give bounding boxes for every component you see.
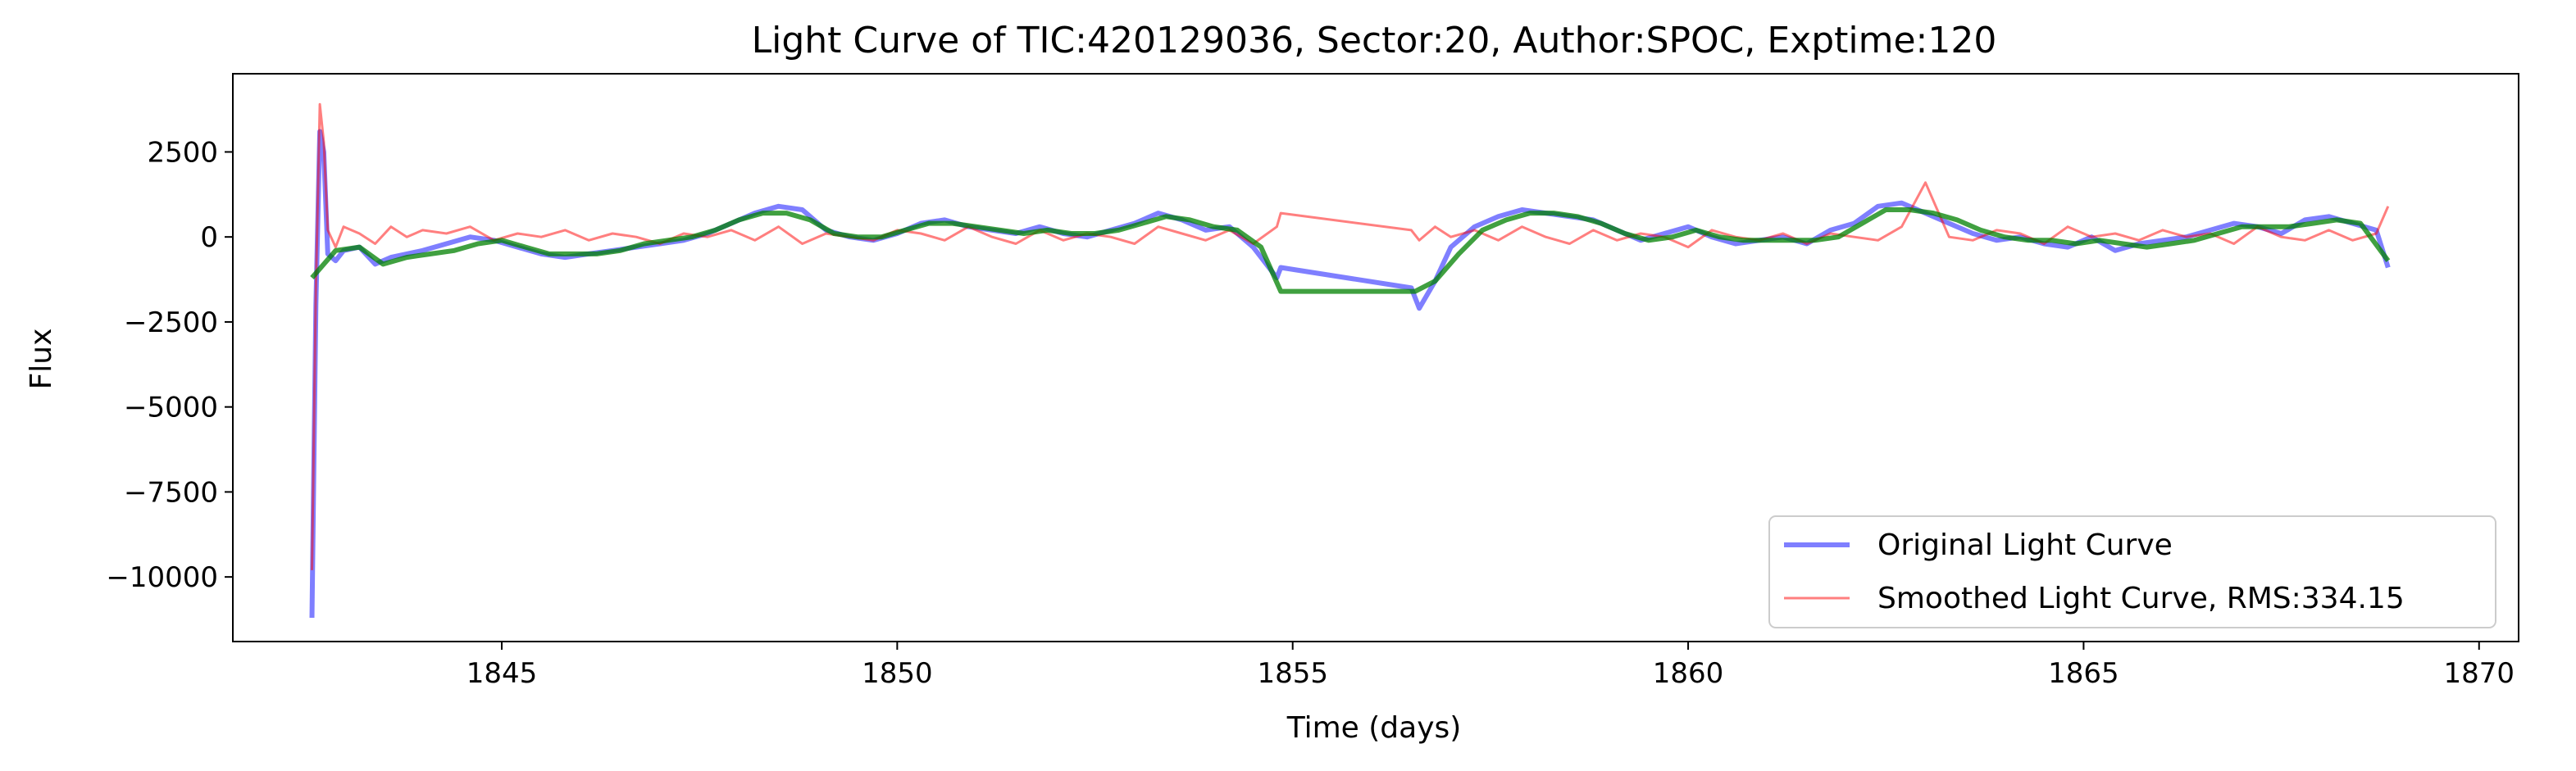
x-axis-label: Time (days) [1286, 711, 1462, 745]
legend-label-smoothed: Smoothed Light Curve, RMS:334.15 [1877, 582, 2405, 615]
series-layer [309, 102, 2391, 619]
legend-label-original: Original Light Curve [1877, 528, 2173, 562]
x-tick-label-1850: 1850 [862, 657, 933, 690]
y-tick-label-3: −5000 [124, 392, 218, 424]
chart-title: Light Curve of TIC:420129036, Sector:20,… [752, 20, 1997, 61]
x-tick-label-1865: 1865 [2048, 657, 2119, 690]
series-line-2 [310, 207, 2391, 294]
y-tick-label-4: −7500 [124, 476, 218, 509]
y-axis-label: Flux [25, 329, 58, 390]
x-tick-label-1860: 1860 [1653, 657, 1724, 690]
plot-frame [232, 73, 2519, 642]
legend: Original Light Curve Smoothed Light Curv… [1768, 515, 2496, 628]
y-tick-label-5: −10000 [106, 561, 218, 594]
x-axis: 1845 1850 1855 1860 1865 1870 [467, 642, 2515, 690]
y-tick-label-2: −2500 [124, 306, 218, 339]
x-tick-label-1855: 1855 [1257, 657, 1328, 690]
y-tick-label-1: 0 [200, 221, 218, 254]
y-axis: 2500 0 −2500 −5000 −7500 −10000 [106, 136, 233, 594]
x-tick-label-1870: 1870 [2443, 657, 2515, 690]
legend-box [1768, 515, 2496, 628]
x-tick-label-1845: 1845 [467, 657, 538, 690]
y-tick-label-0: 2500 [147, 136, 218, 169]
